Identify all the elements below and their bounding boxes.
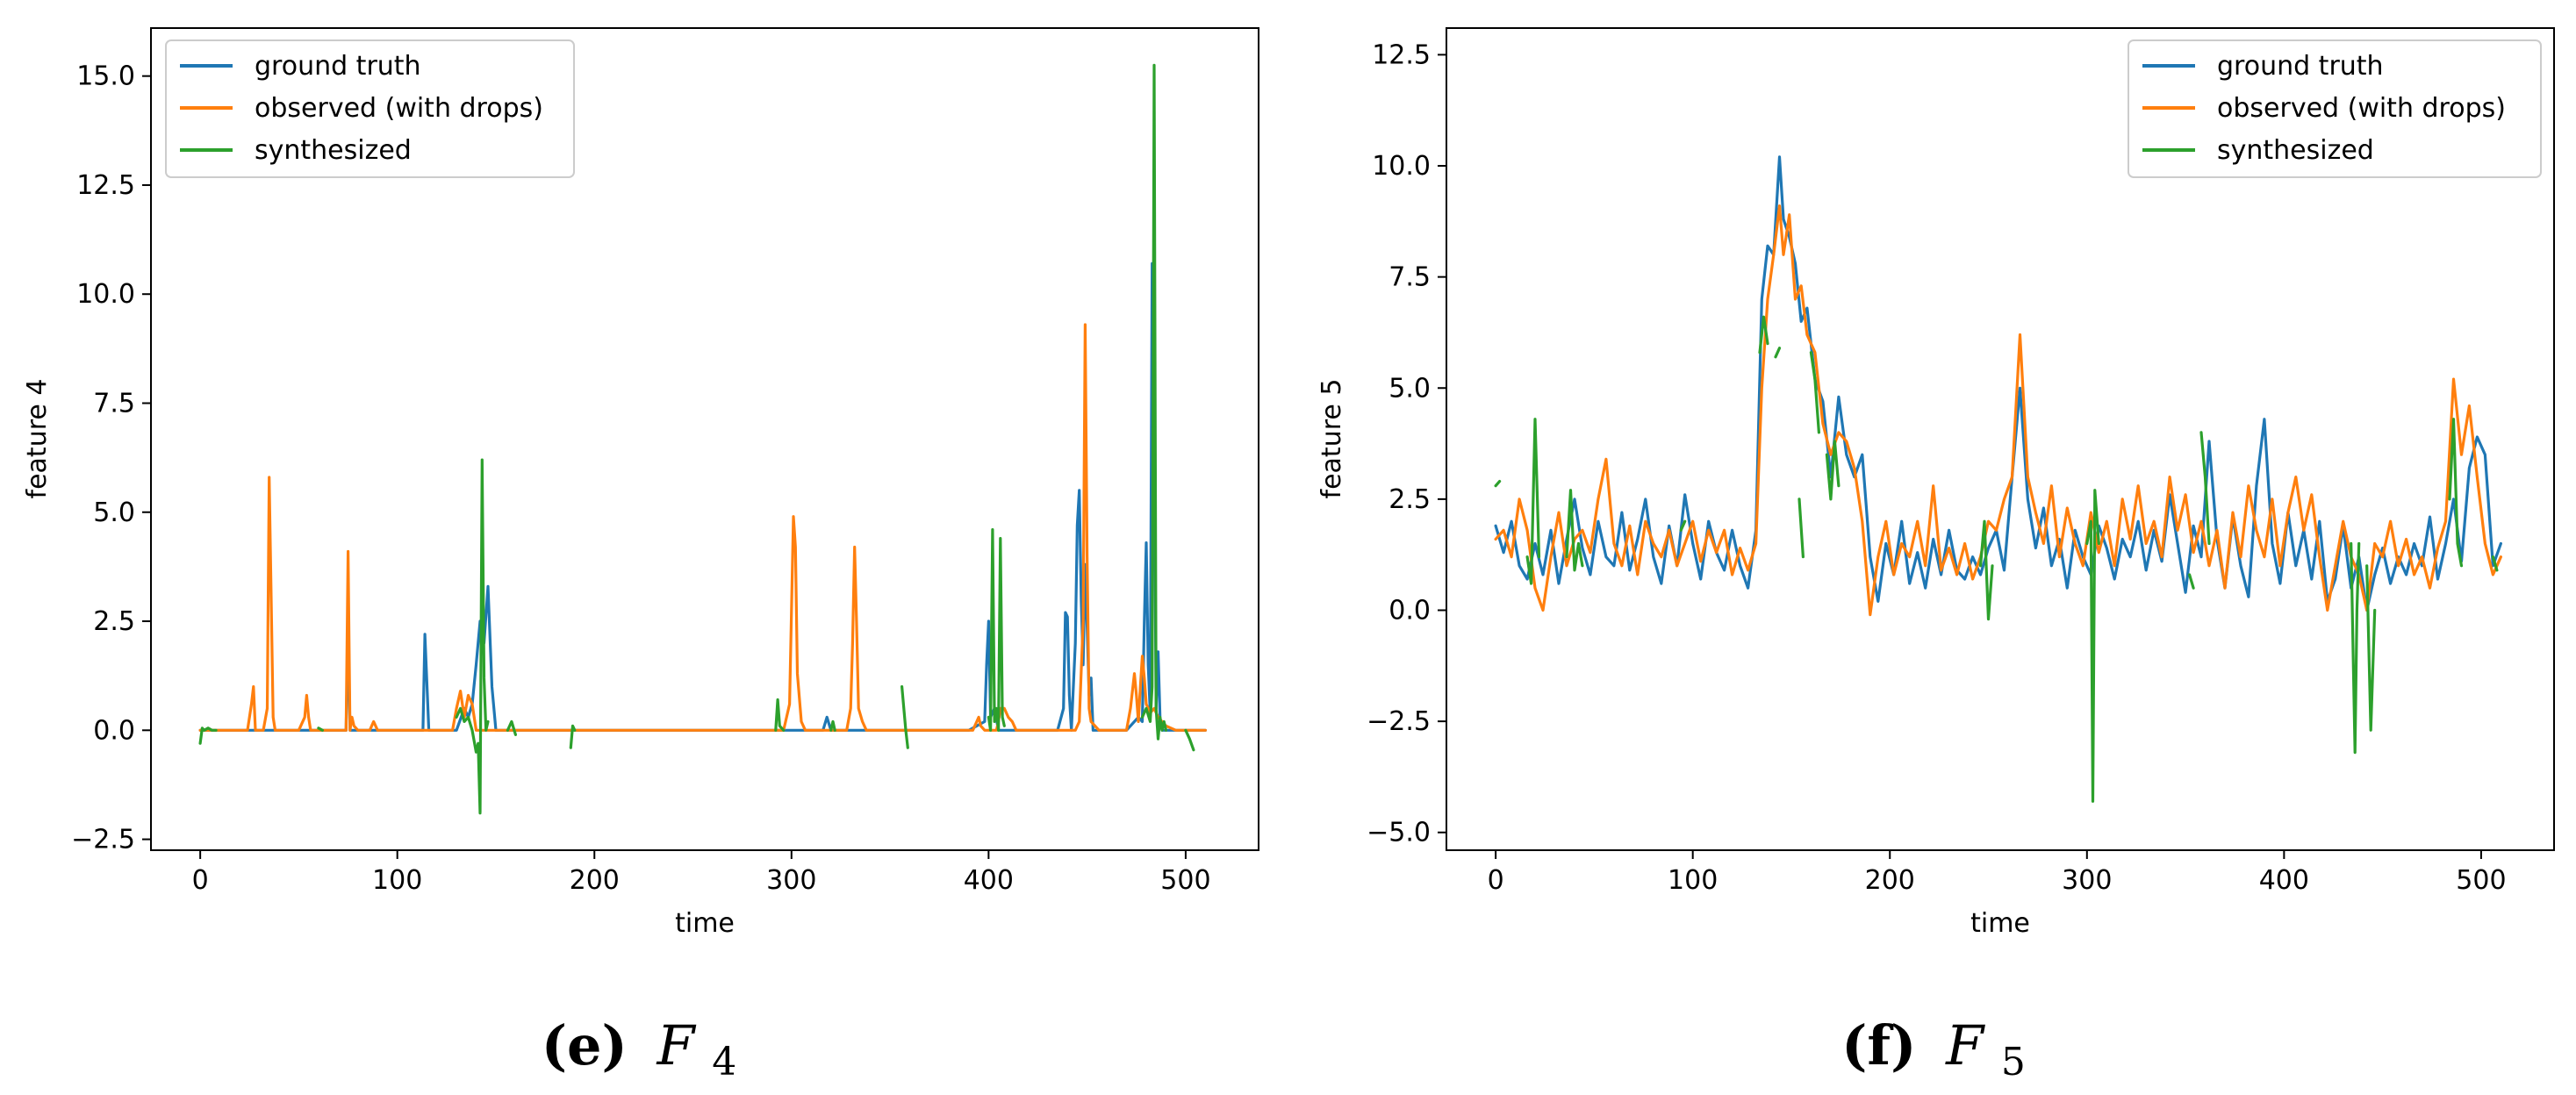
series-line-synthesized-segment-5 bbox=[1774, 347, 1782, 359]
series-line-synthesized-segment-7 bbox=[1809, 351, 1820, 434]
legend-box bbox=[2128, 39, 2542, 178]
series-line-synthesized-segment-1 bbox=[1525, 418, 1541, 585]
legend-label-ground-truth: ground truth bbox=[2217, 51, 2384, 82]
y-tick-label: 12.5 bbox=[76, 170, 135, 201]
series-line-synthesized-segment-10 bbox=[1184, 728, 1195, 752]
series-line-synthesized-segment-11 bbox=[2188, 573, 2195, 590]
series-line-synthesized-segment-7 bbox=[900, 684, 909, 749]
series-layer bbox=[1494, 155, 2502, 803]
series-line-synthesized-segment-4 bbox=[569, 724, 577, 749]
y-tick-label: 7.5 bbox=[93, 388, 135, 419]
y-tick-label: 10.0 bbox=[1372, 151, 1431, 182]
panel-feature-5: 0 100 200 300 400 500 −5.0 −2.5 0.0 2.5 5.0 7.5 10.0… bbox=[1317, 27, 2555, 939]
legend-box bbox=[165, 39, 575, 178]
y-tick-label: 10.0 bbox=[76, 279, 135, 310]
x-tick-label: 500 bbox=[2456, 865, 2506, 896]
series-line-synthesized-segment-12 bbox=[2199, 431, 2211, 546]
series-line-synthesized-segment-9 bbox=[1140, 63, 1168, 741]
x-tick-label: 100 bbox=[372, 865, 422, 896]
y-tick-label: −2.5 bbox=[71, 825, 135, 855]
legend: ground truth observed (with drops) synth… bbox=[2128, 39, 2542, 178]
series-line-synthesized-segment-3 bbox=[506, 719, 518, 736]
x-tick-label: 300 bbox=[766, 865, 816, 896]
legend-label-observed: observed (with drops) bbox=[2217, 93, 2506, 124]
y-tick-label: 2.5 bbox=[1388, 484, 1431, 515]
x-tick-label: 200 bbox=[1865, 865, 1915, 896]
legend: ground truth observed (with drops) synth… bbox=[165, 39, 575, 178]
series-line-synthesized-segment-0 bbox=[1494, 479, 1502, 488]
series-line-synthesized-segment-6 bbox=[1797, 497, 1805, 559]
y-tick-label: 2.5 bbox=[93, 606, 135, 637]
x-axis-label: time bbox=[675, 908, 735, 939]
caption-subscript: 5 bbox=[2001, 1040, 2026, 1084]
x-tick-label: 500 bbox=[1160, 865, 1210, 896]
y-tick-label: 5.0 bbox=[1388, 373, 1431, 404]
y-tick-label: 0.0 bbox=[93, 715, 135, 746]
series-line-synthesized-segment-9 bbox=[1978, 519, 1994, 621]
y-tick-label: 5.0 bbox=[93, 497, 135, 528]
caption-subscript: 4 bbox=[712, 1040, 736, 1084]
series-line-synthesized-segment-6 bbox=[829, 719, 836, 732]
series-line-observed-with-drops bbox=[198, 323, 1208, 732]
series-line-synthesized-segment-8 bbox=[1825, 440, 1841, 501]
series-line-synthesized-segment-10 bbox=[2085, 489, 2100, 803]
series-layer bbox=[198, 63, 1208, 815]
caption-e: (e) F 4 bbox=[542, 1013, 737, 1084]
x-tick-label: 100 bbox=[1668, 865, 1718, 896]
y-axis-label: feature 5 bbox=[1317, 379, 1347, 499]
caption-letter: (e) bbox=[542, 1013, 628, 1077]
series-line-observed-with-drops bbox=[1494, 204, 2502, 617]
series-line-synthesized-segment-1 bbox=[317, 726, 324, 732]
tick-layer: 0 100 200 300 400 500 −5.0 −2.5 0.0 2.5 5.0 7.5 10.0… bbox=[1367, 39, 2506, 896]
caption-f: (f) F 5 bbox=[1841, 1013, 2026, 1084]
y-tick-label: 7.5 bbox=[1388, 262, 1431, 293]
legend-label-observed: observed (with drops) bbox=[255, 93, 543, 124]
series-line-synthesized-segment-5 bbox=[774, 698, 786, 732]
x-tick-label: 200 bbox=[570, 865, 620, 896]
series-line-synthesized-segment-2 bbox=[455, 458, 490, 815]
series-line-synthesized-segment-13 bbox=[2350, 541, 2361, 755]
series-line-ground-truth bbox=[198, 261, 1208, 732]
tick-layer: 0 100 200 300 400 500 −2.5 0.0 2.5 5.0 7.5 10.0 12.5… bbox=[71, 61, 1210, 896]
series-line-synthesized-segment-14 bbox=[2365, 564, 2377, 732]
series-line-synthesized-segment-0 bbox=[198, 726, 218, 745]
x-axis-label: time bbox=[1970, 908, 2030, 939]
legend-label-ground-truth: ground truth bbox=[255, 51, 421, 82]
x-tick-label: 0 bbox=[1488, 865, 1504, 896]
x-tick-label: 400 bbox=[964, 865, 1014, 896]
y-tick-label: 15.0 bbox=[76, 61, 135, 92]
panel-feature-4: 0 100 200 300 400 500 −2.5 0.0 2.5 5.0 7.5 10.0 12.5… bbox=[22, 27, 1259, 939]
series-line-synthesized-segment-16 bbox=[2491, 555, 2499, 572]
x-tick-label: 300 bbox=[2062, 865, 2112, 896]
plot-frame bbox=[150, 27, 1259, 851]
series-line-ground-truth bbox=[1494, 155, 2502, 612]
series-line-synthesized-segment-3 bbox=[1679, 519, 1687, 532]
caption-letter: (f) bbox=[1841, 1013, 1916, 1077]
caption-symbol: F bbox=[657, 1013, 697, 1077]
series-line-synthesized-segment-4 bbox=[1758, 315, 1769, 354]
y-axis-label: feature 4 bbox=[22, 379, 53, 499]
legend-label-synthesized: synthesized bbox=[2217, 135, 2374, 166]
y-tick-label: 12.5 bbox=[1372, 39, 1431, 70]
y-tick-label: −5.0 bbox=[1367, 818, 1431, 848]
series-line-synthesized-segment-2 bbox=[1565, 489, 1584, 572]
y-tick-label: 0.0 bbox=[1388, 595, 1431, 626]
legend-label-synthesized: synthesized bbox=[255, 135, 412, 166]
x-tick-label: 0 bbox=[192, 865, 209, 896]
series-line-synthesized-segment-8 bbox=[987, 527, 1006, 732]
y-tick-label: −2.5 bbox=[1367, 706, 1431, 737]
caption-symbol: F bbox=[1945, 1013, 1985, 1077]
x-tick-label: 400 bbox=[2259, 865, 2309, 896]
series-line-synthesized-segment-15 bbox=[2448, 418, 2464, 568]
plot-frame bbox=[1446, 27, 2555, 851]
